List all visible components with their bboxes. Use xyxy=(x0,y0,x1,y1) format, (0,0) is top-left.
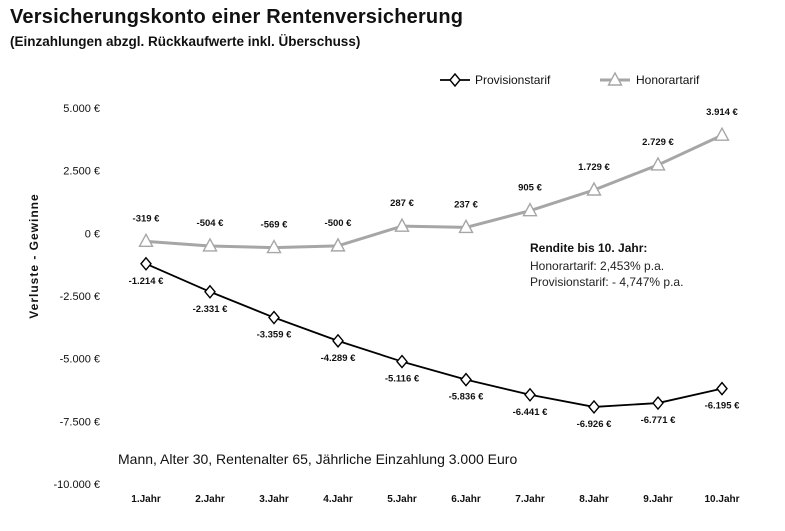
x-tick-label: 6.Jahr xyxy=(451,494,481,505)
x-tick-label: 7.Jahr xyxy=(515,494,545,505)
data-label: -500 € xyxy=(325,218,353,229)
x-tick-label: 1.Jahr xyxy=(131,494,161,505)
diamond-marker xyxy=(332,333,344,348)
data-label: -319 € xyxy=(133,213,161,224)
return-annotation-heading: Rendite bis 10. Jahr: xyxy=(530,241,647,255)
data-label: 3.914 € xyxy=(706,107,738,118)
series-layer xyxy=(138,126,730,415)
x-tick-label: 10.Jahr xyxy=(704,494,739,505)
x-tick-label: 5.Jahr xyxy=(387,494,417,505)
data-label: 2.729 € xyxy=(642,137,674,148)
y-axis-ticks: 5.000 € 2.500 € 0 € -2.500 € -5.000 € -7.500 … xyxy=(54,103,100,491)
x-axis-ticks: 1.Jahr 2.Jahr 3.Jahr 4.Jahr 5.Jahr 6.Jahr 7.Ja… xyxy=(131,494,739,505)
diamond-marker xyxy=(204,284,216,299)
data-label: 905 € xyxy=(518,183,542,194)
triangle-marker xyxy=(586,181,602,196)
y-tick-label: -10.000 € xyxy=(54,479,100,491)
triangle-marker xyxy=(138,232,154,248)
y-tick-label: -5.000 € xyxy=(60,354,100,366)
x-tick-label: 9.Jahr xyxy=(643,494,673,505)
diamond-marker xyxy=(396,354,408,369)
triangle-marker xyxy=(458,218,474,234)
data-labels: -1.214 € -2.331 € -3.359 € -4.289 € -5.116 €… xyxy=(129,107,741,430)
y-axis-label: Verluste - Gewinne xyxy=(27,193,41,318)
chart-subtitle: (Einzahlungen abzgl. Rückkaufwerte inkl.… xyxy=(10,34,361,49)
return-annotation-provision: Provisionstarif: - 4,747% p.a. xyxy=(530,275,683,289)
y-tick-label: 0 € xyxy=(85,228,100,240)
data-label: -6.441 € xyxy=(513,407,549,418)
return-annotation: Rendite bis 10. Jahr: Honorartarif: 2,45… xyxy=(530,241,683,289)
y-tick-label: 5.000 € xyxy=(63,103,100,115)
return-annotation-honorar: Honorartarif: 2,453% p.a. xyxy=(530,259,664,273)
data-label: -5.836 € xyxy=(449,392,485,403)
triangle-marker xyxy=(394,217,410,232)
diamond-marker xyxy=(652,395,664,411)
chart-footnote: Mann, Alter 30, Rentenalter 65, Jährlich… xyxy=(118,451,517,467)
x-tick-label: 4.Jahr xyxy=(323,494,353,505)
y-tick-label: 2.500 € xyxy=(63,166,100,178)
legend: Provisionstarif Honorartarif xyxy=(440,71,700,88)
x-tick-label: 8.Jahr xyxy=(579,494,609,505)
y-tick-label: -7.500 € xyxy=(60,416,100,428)
triangle-marker xyxy=(522,202,538,217)
triangle-marker xyxy=(650,156,666,171)
x-tick-label: 3.Jahr xyxy=(259,494,289,505)
diamond-marker xyxy=(460,372,472,387)
x-tick-label: 2.Jahr xyxy=(195,494,225,505)
legend-label: Honorartarif xyxy=(636,73,700,87)
diamond-marker xyxy=(268,310,280,325)
series-line-provisionstarif xyxy=(145,262,723,408)
diamond-marker xyxy=(449,72,461,88)
triangle-marker xyxy=(266,239,282,254)
triangle-marker xyxy=(607,71,623,86)
data-label: -504 € xyxy=(197,218,225,229)
diamond-marker xyxy=(524,387,536,402)
data-label: -6.195 € xyxy=(705,401,741,412)
data-label: -6.771 € xyxy=(641,415,677,426)
data-label: -5.116 € xyxy=(385,374,420,385)
data-label: 237 € xyxy=(454,199,478,210)
diamond-marker xyxy=(588,399,600,415)
data-label: 1.729 € xyxy=(578,162,610,173)
chart-title: Versicherungskonto einer Rentenversicher… xyxy=(10,6,464,28)
data-label: -1.214 € xyxy=(129,276,165,287)
diamond-marker xyxy=(716,381,728,396)
legend-label: Provisionstarif xyxy=(475,73,551,87)
diamond-marker xyxy=(140,256,152,271)
triangle-marker xyxy=(330,237,346,252)
y-tick-label: -2.500 € xyxy=(60,291,100,303)
triangle-marker xyxy=(714,126,730,141)
data-label: -2.331 € xyxy=(193,304,229,315)
data-label: -569 € xyxy=(261,220,289,231)
series-line-honorartarif xyxy=(145,133,723,250)
data-label: 287 € xyxy=(390,198,414,209)
data-label: -6.926 € xyxy=(577,419,613,430)
data-label: -4.289 € xyxy=(321,353,357,364)
data-label: -3.359 € xyxy=(257,330,293,341)
triangle-marker xyxy=(202,237,218,252)
